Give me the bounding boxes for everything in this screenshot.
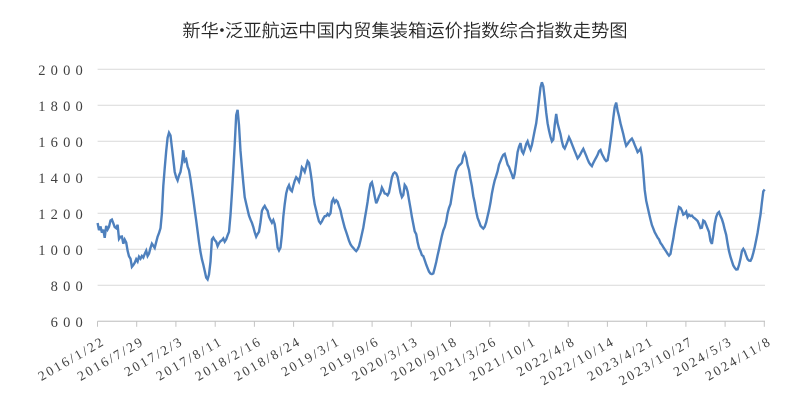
svg-text:1800: 1800 (38, 99, 88, 115)
svg-text:600: 600 (51, 315, 88, 331)
svg-text:800: 800 (51, 279, 88, 295)
svg-text:2000: 2000 (38, 63, 88, 79)
svg-text:1000: 1000 (38, 243, 88, 259)
svg-text:1200: 1200 (38, 207, 88, 223)
svg-text:1600: 1600 (38, 135, 88, 151)
svg-text:1400: 1400 (38, 171, 88, 187)
